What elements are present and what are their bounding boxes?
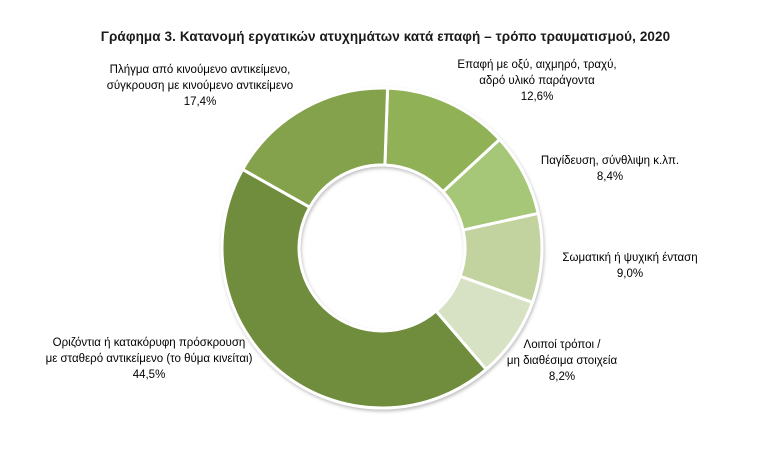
donut-slice <box>220 167 488 410</box>
slice-value: 44,5% <box>132 369 166 381</box>
slice-value: 8,4% <box>596 171 624 183</box>
chart-title: Γράφημα 3. Κατανομή εργατικών ατυχημάτων… <box>100 29 671 44</box>
slice-label-text: Λοιποί τρόποι / μη διαθέσιμα στοιχεία <box>506 339 618 367</box>
slice-label-trapped-crushed: Παγίδευση, σύνθλιψη κ.λπ. 8,4% <box>541 153 679 185</box>
slice-value: 8,2% <box>548 371 576 383</box>
slice-label-sharp-material: Επαφή με οξύ, αιχμηρό, τραχύ, αδρό υλικό … <box>457 57 616 105</box>
slice-value: 9,0% <box>616 268 644 280</box>
slice-label-text: Παγίδευση, σύνθλιψη κ.λπ. <box>540 155 680 167</box>
slice-label-physical-mental-stress: Σωματική ή ψυχική ένταση 9,0% <box>562 250 697 282</box>
slice-value: 17,4% <box>183 96 217 108</box>
slice-label-text: Οριζόντια ή κατακόρυφη πρόσκρουση με σταθ… <box>45 337 253 365</box>
slice-value: 12,6% <box>520 91 554 103</box>
slice-label-text: Πλήγμα από κινούμενο αντικείμενο, σύγκρου… <box>106 64 294 92</box>
slice-label-text: Σωματική ή ψυχική ένταση <box>562 252 698 264</box>
donut-slice <box>241 86 390 209</box>
slice-label-moving-object: Πλήγμα από κινούμενο αντικείμενο, σύγκρου… <box>107 62 293 110</box>
slice-label-other-modes: Λοιποί τρόποι / μη διαθέσιμα στοιχεία 8,2… <box>507 337 617 385</box>
slice-label-text: Επαφή με οξύ, αιχμηρό, τραχύ, αδρό υλικό … <box>457 59 617 87</box>
slice-label-stationary-object: Οριζόντια ή κατακόρυφη πρόσκρουση με σταθ… <box>46 335 253 383</box>
